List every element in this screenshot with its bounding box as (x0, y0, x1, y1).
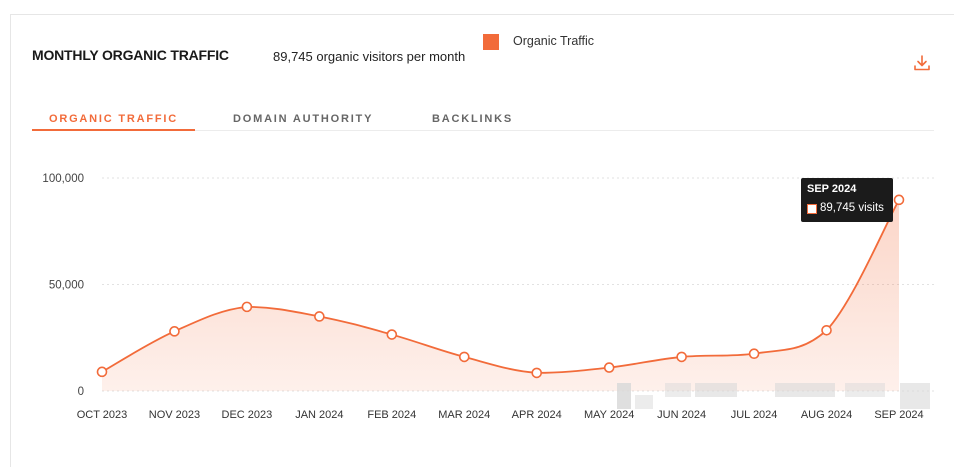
data-point-oct-2023 (96, 366, 108, 378)
data-point-jul-2024 (748, 348, 760, 360)
x-tick-label: APR 2024 (512, 409, 562, 421)
data-point-jun-2024 (676, 351, 687, 363)
series-line (101, 199, 900, 374)
tab-bar: ORGANIC TRAFFIC DOMAIN AUTHORITY BACKLIN… (32, 113, 934, 131)
x-tick-label: OCT 2023 (77, 409, 128, 421)
legend[interactable]: Organic Traffic (483, 34, 594, 50)
tab-domain-authority[interactable]: DOMAIN AUTHORITY (233, 113, 374, 125)
page-title: MONTHLY ORGANIC TRAFFIC (32, 47, 229, 63)
x-tick-label: MAR 2024 (438, 409, 490, 421)
y-tick-label: 50,000 (49, 280, 84, 292)
x-tick-label: FEB 2024 (367, 409, 416, 421)
tooltip: SEP 2024 89,745 visits (801, 178, 893, 222)
x-tick-label: DEC 2023 (222, 409, 273, 421)
x-tick-label: NOV 2023 (149, 409, 200, 421)
x-tick-label: MAY 2024 (584, 409, 634, 421)
x-tick-label: JAN 2024 (295, 409, 343, 421)
tooltip-value: 89,745 visits (820, 202, 884, 214)
data-point-feb-2024 (386, 329, 398, 340)
data-point-sep-2024 (893, 194, 905, 206)
data-point-apr-2024 (531, 367, 543, 379)
legend-label: Organic Traffic (513, 34, 595, 48)
data-point-nov-2023 (169, 326, 180, 337)
redacted-area (595, 381, 935, 411)
series-area (102, 199, 899, 391)
data-point-mar-2024 (458, 351, 470, 363)
data-point-may-2024 (603, 362, 615, 373)
x-tick-label: JUL 2024 (731, 409, 778, 421)
y-tick-label: 100,000 (42, 173, 84, 185)
x-tick-label: AUG 2024 (801, 409, 852, 421)
x-tick-label: JUN 2024 (657, 409, 706, 421)
tab-backlinks[interactable]: BACKLINKS (432, 113, 513, 125)
data-point-jan-2024 (314, 311, 325, 322)
y-tick-label: 0 (78, 386, 84, 398)
visitors-summary: 89,745 organic visitors per month (273, 49, 466, 64)
tooltip-date: SEP 2024 (807, 183, 857, 195)
data-point-aug-2024 (821, 324, 832, 336)
x-tick-label: SEP 2024 (874, 409, 923, 421)
tab-organic-traffic[interactable]: ORGANIC TRAFFIC (32, 113, 195, 131)
download-icon[interactable] (912, 54, 932, 72)
data-point-dec-2023 (241, 301, 253, 313)
tooltip-swatch (807, 204, 817, 214)
legend-swatch (483, 34, 499, 50)
chart-card (10, 14, 954, 467)
